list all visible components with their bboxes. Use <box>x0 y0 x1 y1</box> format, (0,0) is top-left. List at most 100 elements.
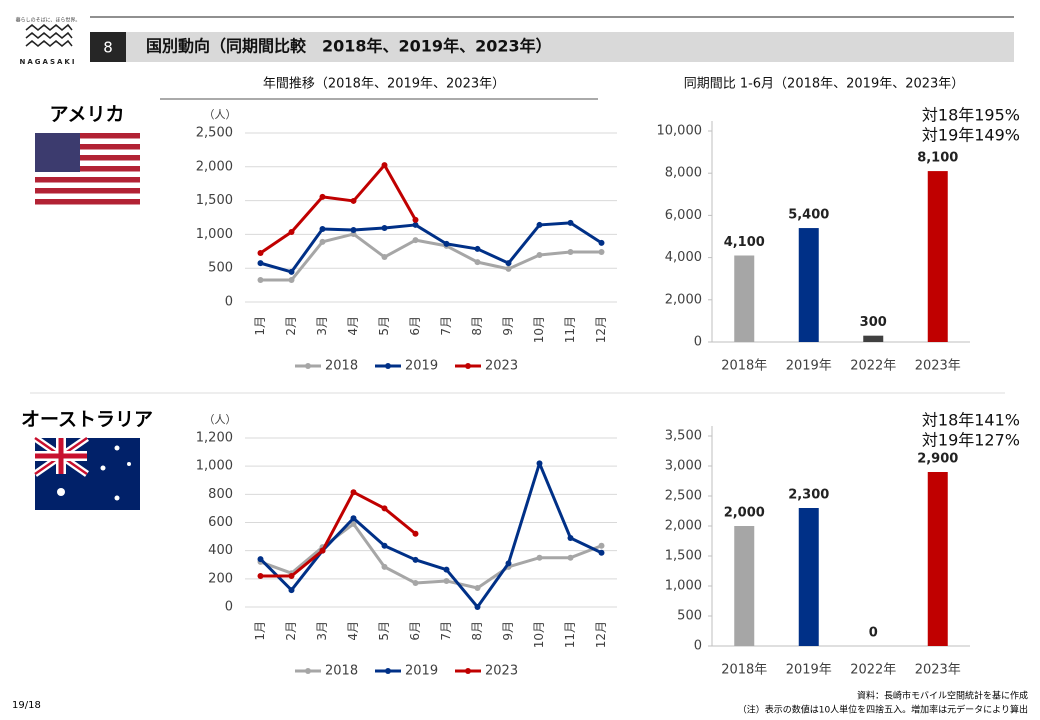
series-line <box>259 522 603 590</box>
point <box>381 563 388 570</box>
point <box>598 248 605 255</box>
point <box>412 556 419 563</box>
point <box>598 542 605 549</box>
bar <box>927 171 948 342</box>
point <box>598 549 605 556</box>
point <box>288 229 295 236</box>
legend-label: 2018 <box>325 664 358 679</box>
point <box>443 566 450 573</box>
annotation: 対18年141% <box>922 411 1020 430</box>
value-label: 0 <box>869 626 878 641</box>
x-tick-label: 12月 <box>594 316 608 343</box>
y-tick-label: 2,000 <box>196 159 233 174</box>
point <box>350 197 357 204</box>
point <box>350 515 357 522</box>
value-label: 5,400 <box>788 208 829 223</box>
x-tick-label: 2018年 <box>721 663 767 678</box>
x-tick-label: 2022年 <box>850 359 896 374</box>
x-tick-label: 1月 <box>253 621 267 641</box>
value-label: 4,100 <box>724 235 765 250</box>
y-tick-label: 0 <box>694 335 702 350</box>
legend-label: 2019 <box>405 664 438 679</box>
y-tick-label: 1,000 <box>196 227 233 242</box>
series-line <box>260 221 603 274</box>
logo-mark <box>25 23 73 47</box>
point <box>412 221 419 228</box>
y-tick-label: 500 <box>208 261 233 276</box>
annotation: 対19年149% <box>922 126 1020 145</box>
page-number: 19/18 <box>12 700 41 711</box>
point <box>412 216 419 223</box>
point <box>567 219 574 226</box>
au-flag <box>33 435 140 510</box>
point <box>536 554 543 561</box>
point <box>598 239 605 246</box>
legend-marker <box>465 668 471 674</box>
x-tick-label: 6月 <box>408 316 422 336</box>
point <box>288 277 295 284</box>
point <box>474 245 481 252</box>
point <box>257 573 264 580</box>
x-tick-label: 2019年 <box>786 359 832 374</box>
point <box>443 240 450 247</box>
point <box>567 248 574 255</box>
x-tick-label: 5月 <box>377 316 391 336</box>
x-tick-label: 2023年 <box>915 359 961 374</box>
y-tick-label: 6,000 <box>665 208 702 223</box>
y-tick-label: 0 <box>225 600 233 615</box>
point <box>412 580 419 587</box>
x-tick-label: 8月 <box>470 621 484 641</box>
point <box>288 573 295 580</box>
y-tick-label: 2,500 <box>196 126 233 141</box>
point <box>257 556 264 563</box>
source: 資料：長崎市モバイル空間統計を基に作成 <box>857 690 1028 702</box>
note: （注）表示の数値は10人単位を四捨五入。増加率は元データにより算出 <box>738 704 1028 716</box>
legend-label: 2023 <box>485 359 518 374</box>
point <box>381 162 388 169</box>
x-tick-label: 4月 <box>346 621 360 641</box>
header-number: 8 <box>103 39 113 57</box>
y-tick-label: 2,500 <box>665 489 702 504</box>
bar <box>927 472 948 646</box>
y-tick-label: 2,000 <box>665 292 702 307</box>
y-tick-label: 500 <box>677 609 702 624</box>
point <box>319 193 326 200</box>
point <box>381 542 388 549</box>
bar <box>863 335 884 342</box>
legend-marker <box>305 363 311 369</box>
point <box>257 277 264 284</box>
annotation: 対19年127% <box>922 431 1020 450</box>
x-tick-label: 9月 <box>501 316 515 336</box>
y-tick-label: 2,000 <box>665 519 702 534</box>
point <box>381 254 388 261</box>
point <box>443 577 450 584</box>
point <box>319 238 326 245</box>
x-tick-label: 7月 <box>439 316 453 336</box>
x-tick-label: 11月 <box>563 316 577 343</box>
point <box>474 259 481 266</box>
x-tick-label: 11月 <box>563 621 577 648</box>
x-tick-label: 3月 <box>315 621 329 641</box>
y-tick-label: 10,000 <box>657 124 703 139</box>
subtitle: 年間推移（2018年、2019年、2023年） <box>263 77 505 92</box>
legend-label: 2023 <box>485 664 518 679</box>
header-number-box <box>90 32 126 62</box>
y-tick-label: 0 <box>694 639 702 654</box>
x-tick-label: 9月 <box>501 621 515 641</box>
annotation: 対18年195% <box>922 106 1020 125</box>
point <box>257 249 264 256</box>
x-tick-label: 5月 <box>377 621 391 641</box>
y-tick-label: 1,500 <box>665 549 702 564</box>
y-tick-label: 600 <box>208 515 233 530</box>
y-tick-label: 1,000 <box>196 459 233 474</box>
legend-label: 2018 <box>325 359 358 374</box>
point <box>474 604 481 610</box>
x-tick-label: 2022年 <box>850 663 896 678</box>
legend-marker <box>465 363 471 369</box>
point <box>319 225 326 232</box>
point <box>412 237 419 244</box>
country-name: オーストラリア <box>21 409 153 431</box>
x-tick-label: 1月 <box>253 316 267 336</box>
x-tick-label: 2月 <box>284 316 298 336</box>
